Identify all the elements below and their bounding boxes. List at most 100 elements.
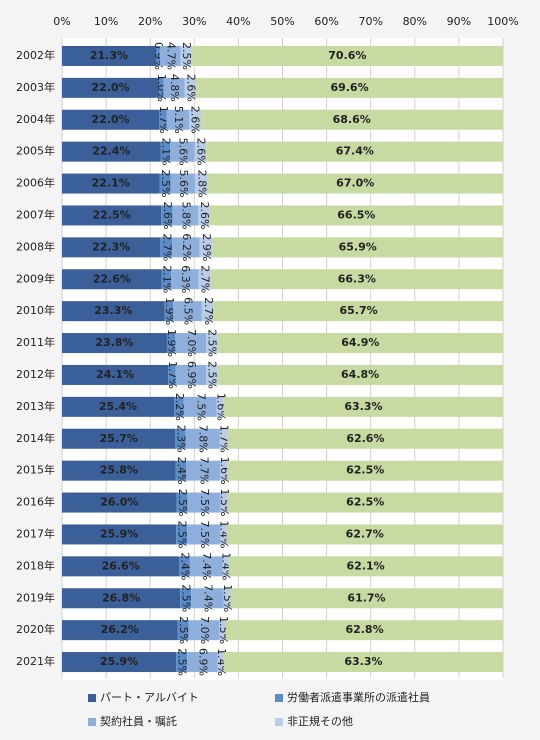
bar-segment xyxy=(164,301,174,322)
bar-segment xyxy=(187,492,221,513)
y-tick-label: 2005年 xyxy=(16,144,55,158)
y-tick-label: 2019年 xyxy=(16,590,55,604)
value-label: 1.9% xyxy=(165,329,178,357)
value-label: 2.1% xyxy=(160,265,173,293)
bar-segment xyxy=(155,45,160,66)
bar-segment xyxy=(179,556,190,577)
bar-segment xyxy=(62,364,169,385)
bar-segment xyxy=(206,333,218,354)
legend-label: 非正規その他 xyxy=(287,714,353,728)
bar-segment xyxy=(159,45,181,66)
bar-segment xyxy=(217,333,504,354)
y-tick-label: 2021年 xyxy=(16,654,55,668)
value-label: 7.5% xyxy=(198,489,211,517)
bar-segment xyxy=(175,333,207,354)
bar-segment xyxy=(175,428,186,449)
bar-segment xyxy=(196,77,503,98)
value-label: 62.7% xyxy=(346,527,384,540)
bar-segment xyxy=(213,301,504,322)
x-tick-label: 100% xyxy=(487,15,518,28)
value-label: 26.8% xyxy=(102,591,140,604)
bar-segment xyxy=(227,428,504,449)
bar-segment xyxy=(228,556,503,577)
bar-segment xyxy=(183,396,217,417)
x-tick-label: 0% xyxy=(53,15,70,28)
value-label: 67.0% xyxy=(336,177,374,190)
value-label: 6.3% xyxy=(179,265,192,293)
value-label: 25.9% xyxy=(100,527,138,540)
bar-segment xyxy=(168,364,176,385)
bar-segment xyxy=(180,588,192,609)
value-label: 2.2% xyxy=(173,393,186,421)
bar-segment xyxy=(62,396,175,417)
value-label: 70.6% xyxy=(328,49,366,62)
bar-segment xyxy=(62,173,160,194)
legend-label: 契約社員・嘱託 xyxy=(100,714,177,728)
value-label: 5.1% xyxy=(172,106,185,134)
value-label: 7.5% xyxy=(198,520,211,548)
y-tick-label: 2009年 xyxy=(16,271,55,285)
value-label: 22.5% xyxy=(93,208,131,221)
y-tick-label: 2017年 xyxy=(16,526,55,540)
bar-segment xyxy=(219,428,228,449)
value-label: 7.7% xyxy=(197,457,210,485)
value-label: 23.8% xyxy=(95,336,133,349)
bar-segment xyxy=(160,237,173,258)
bar-segment xyxy=(62,205,162,226)
bar-segment xyxy=(62,556,180,577)
bar-segment xyxy=(159,173,171,194)
bar-segment xyxy=(210,269,503,290)
value-label: 7.4% xyxy=(202,584,215,612)
y-tick-label: 2011年 xyxy=(16,335,55,349)
value-label: 5.6% xyxy=(176,138,189,166)
bar-segment xyxy=(198,269,211,290)
value-label: 62.5% xyxy=(346,496,384,509)
bar-segment xyxy=(198,205,210,226)
bar-segment xyxy=(163,77,185,98)
value-label: 25.4% xyxy=(99,400,137,413)
bar-segment xyxy=(62,588,181,609)
x-tick-label: 80% xyxy=(403,15,427,28)
value-label: 67.4% xyxy=(336,145,374,158)
legend-swatch xyxy=(88,718,96,726)
value-label: 69.6% xyxy=(330,81,368,94)
bar-segment xyxy=(212,237,504,258)
bar-segment xyxy=(195,173,208,194)
y-tick-label: 2015年 xyxy=(16,463,55,477)
value-label: 2.5% xyxy=(206,329,219,357)
value-label: 2.7% xyxy=(199,265,212,293)
bar-segment xyxy=(176,492,188,513)
value-label: 6.5% xyxy=(181,297,194,325)
bar-segment xyxy=(170,173,196,194)
value-label: 63.3% xyxy=(344,655,382,668)
bar-segment xyxy=(220,460,228,481)
x-tick-label: 50% xyxy=(270,15,294,28)
y-tick-label: 2008年 xyxy=(16,239,55,253)
bar-segment xyxy=(194,141,207,162)
legend-swatch xyxy=(88,694,96,702)
value-label: 2.5% xyxy=(206,361,219,389)
value-label: 2.5% xyxy=(177,616,190,644)
value-label: 2.6% xyxy=(198,201,211,229)
y-tick-label: 2004年 xyxy=(16,112,55,126)
bar-segment xyxy=(62,333,167,354)
y-tick-label: 2014年 xyxy=(16,431,55,445)
value-label: 6.2% xyxy=(180,233,193,261)
value-label: 2.3% xyxy=(174,425,187,453)
value-label: 2.6% xyxy=(189,106,202,134)
bar-segment xyxy=(189,556,223,577)
value-label: 6.9% xyxy=(196,648,209,676)
bar-segment xyxy=(62,652,177,673)
value-label: 1.9% xyxy=(163,297,176,325)
bar-segment xyxy=(173,301,202,322)
value-label: 66.5% xyxy=(337,208,375,221)
bar-segment xyxy=(200,109,503,130)
bar-segment xyxy=(62,524,177,545)
bar-segment xyxy=(176,652,188,673)
y-tick-label: 2012年 xyxy=(16,367,55,381)
value-label: 65.7% xyxy=(339,304,377,317)
legend-swatch xyxy=(275,718,283,726)
bar-segment xyxy=(62,269,162,290)
bar-segment xyxy=(170,269,199,290)
